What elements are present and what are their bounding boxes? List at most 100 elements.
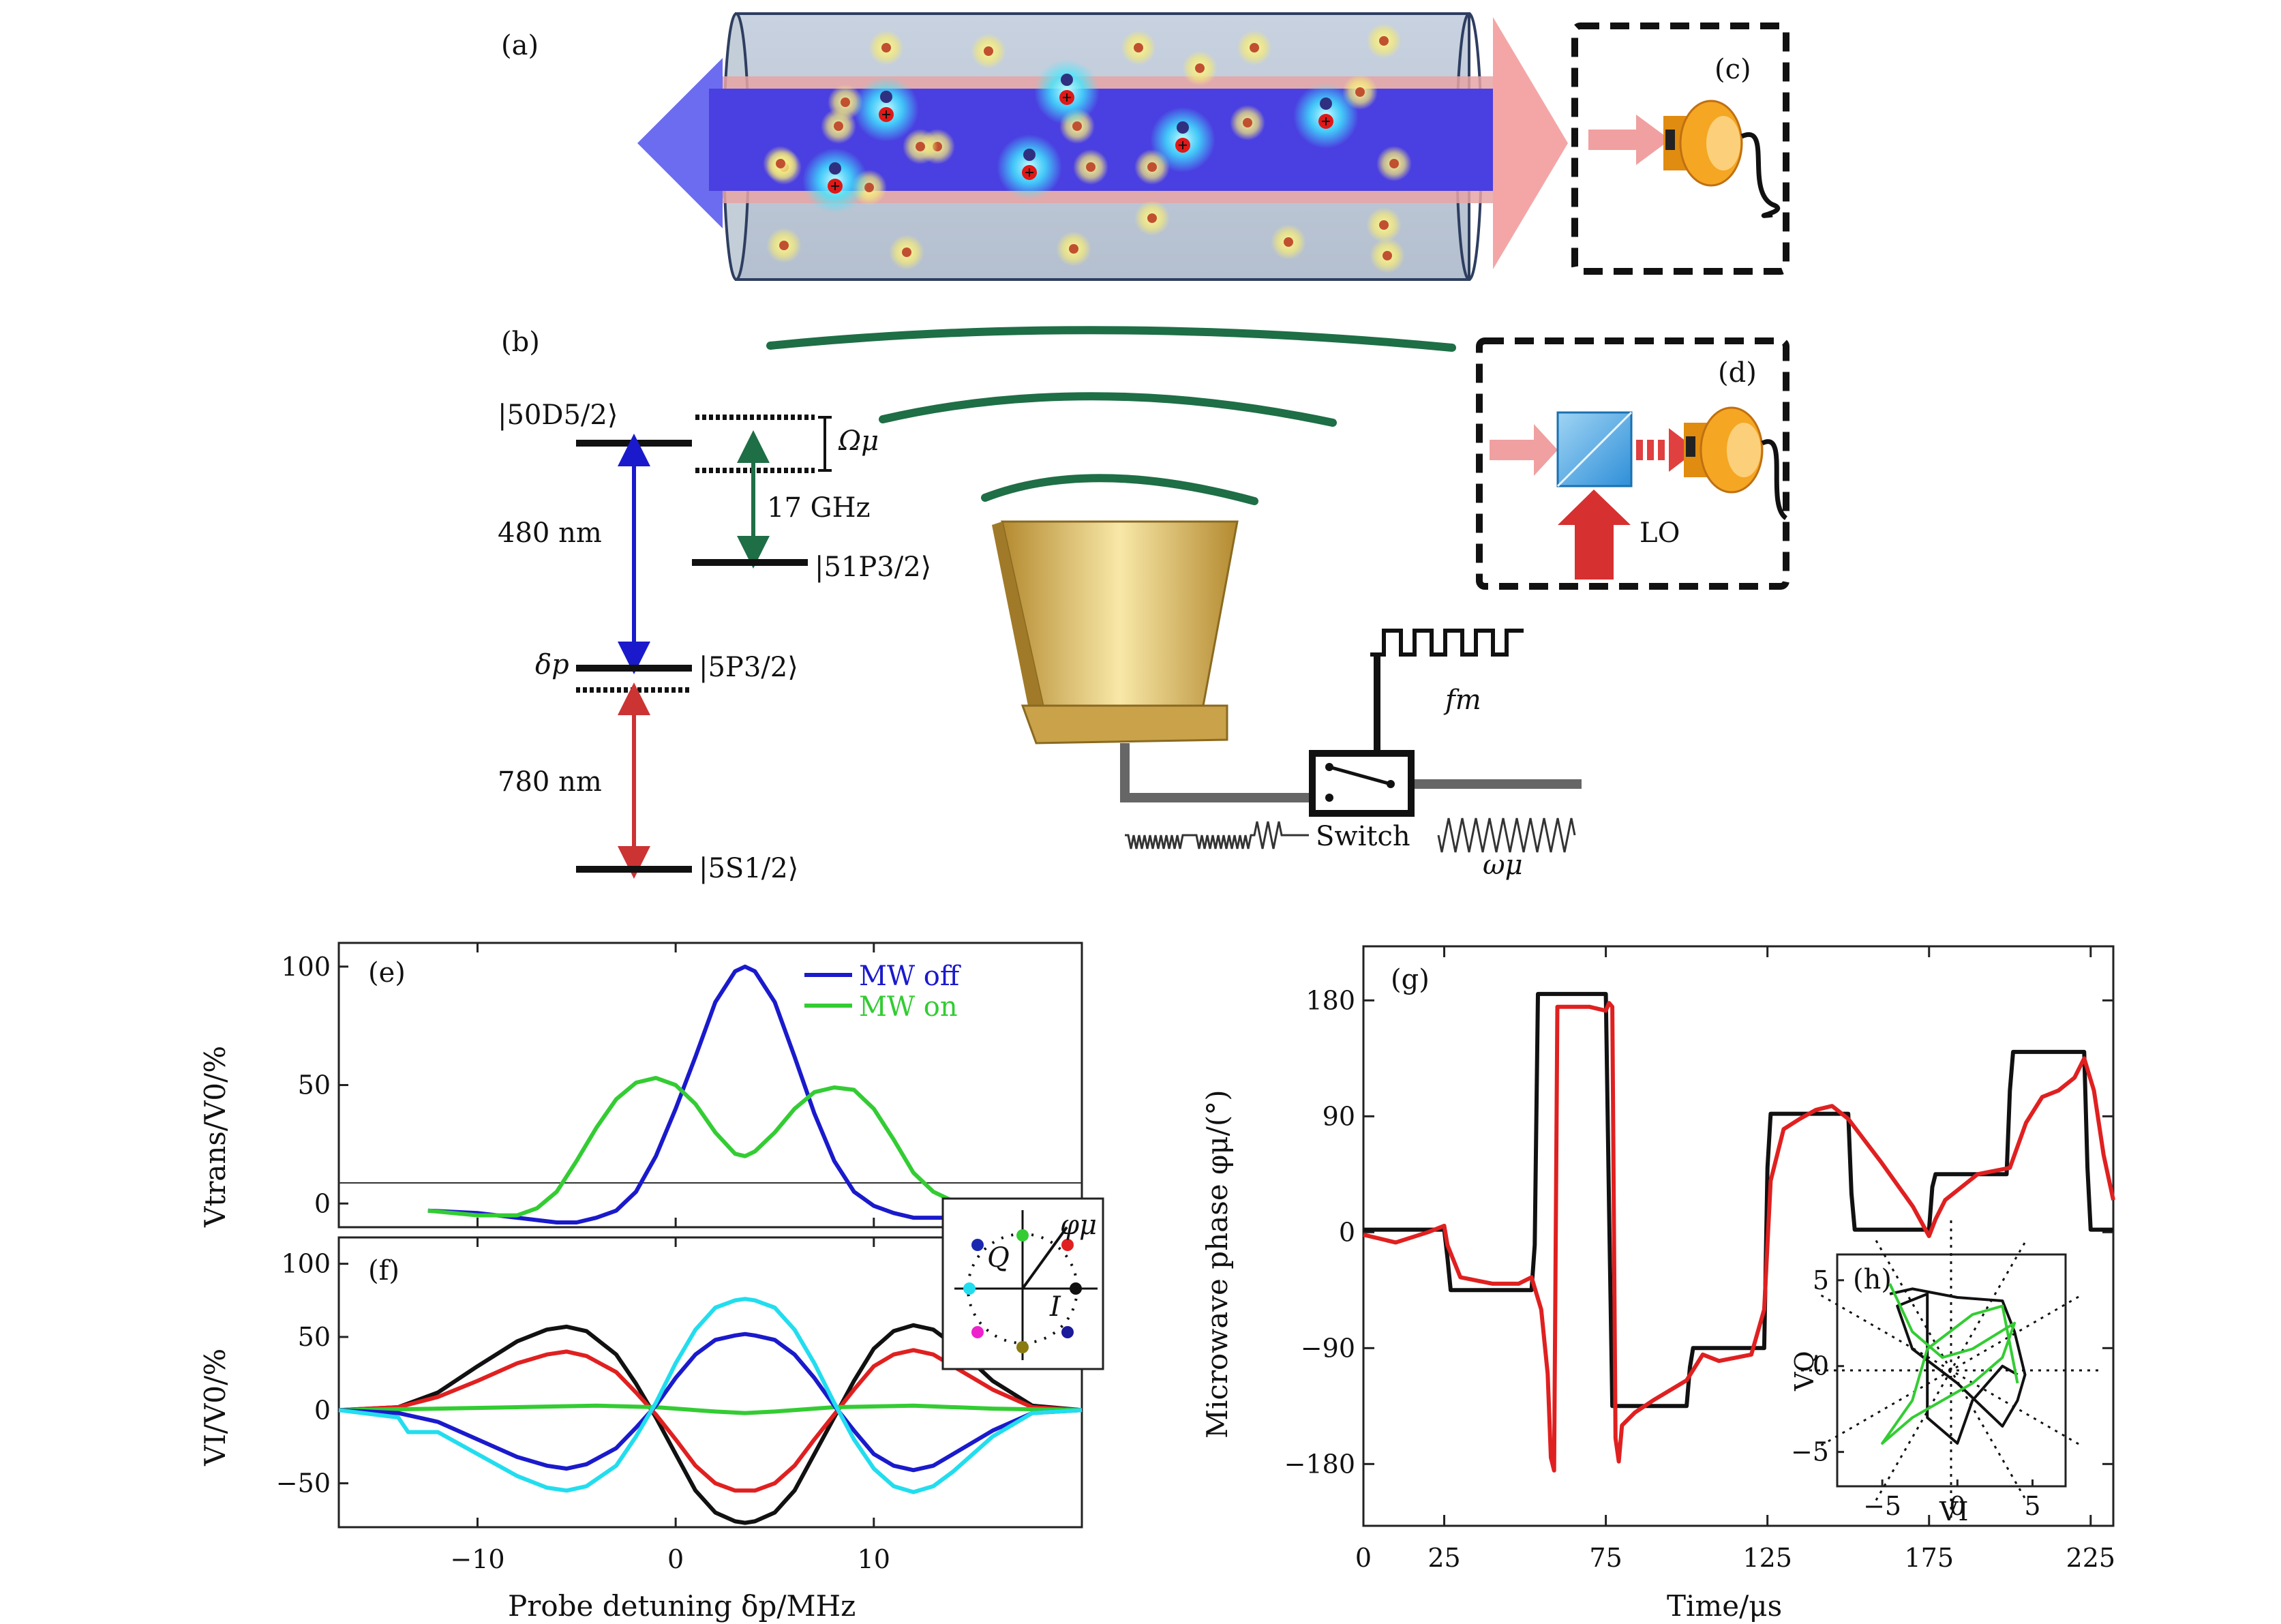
atom-icon	[1073, 149, 1108, 185]
x-tick-label: 5	[2024, 1491, 2040, 1521]
square-wave	[1370, 629, 1524, 657]
atom-icon	[1376, 146, 1412, 181]
chart-f-lines	[338, 1297, 1083, 1525]
atoms	[763, 23, 1412, 273]
x-tick-label: 125	[1742, 1543, 1792, 1573]
y-tick-label: 50	[298, 1322, 331, 1352]
series-line-2	[338, 1403, 1083, 1415]
panel-a-vapor-cell: (a) (c)	[501, 12, 1789, 281]
atom-icon	[1230, 105, 1265, 140]
chart-h-ylabel: VQ	[1789, 1351, 1819, 1392]
panel-label-d: (d)	[1718, 357, 1757, 389]
series-line-1	[1881, 1282, 2019, 1445]
ion-pair-icon	[1034, 59, 1100, 125]
nm-480-label: 480 nm	[498, 517, 602, 549]
y-tick-label: −50	[276, 1469, 331, 1499]
rydberg-ions	[802, 59, 1359, 213]
atom-icon	[1056, 231, 1091, 267]
ion-pair-icon	[997, 134, 1062, 200]
atom-icon	[889, 235, 924, 270]
chart-f-ylabel: VI/V0/%	[198, 1349, 232, 1467]
series-line-1	[1363, 1001, 2115, 1473]
atom-icon	[1134, 200, 1170, 236]
ion-pair-icon	[1150, 107, 1215, 172]
atom-icon	[763, 146, 798, 181]
series-line-0	[1889, 1287, 2027, 1445]
level-51P-label: |51P3/2⟩	[815, 552, 931, 583]
y-tick-label: 5	[1813, 1265, 1829, 1295]
y-tick-label: 0	[314, 1188, 331, 1218]
mw-wavefront-3	[981, 474, 1258, 505]
switch-circuit: fm Switch ωμ	[1120, 629, 1582, 881]
chart-e-frame	[337, 942, 1083, 1229]
chart-g: (g) −180 −90 0 90 180 0 25 75 125 175 225 Microwav…	[1200, 945, 2116, 1623]
legend-mw-off: MW off	[859, 961, 961, 992]
chart-g-ylabel: Microwave phase φμ/(°)	[1200, 1089, 1234, 1439]
beam-splitter-diagonal	[1556, 411, 1633, 487]
chart-h: (h) −5 0 5 −5 0 5 VQ VI	[1789, 1220, 2101, 1527]
y-tick-label: 0	[1813, 1351, 1829, 1381]
atom-icon	[1366, 23, 1402, 59]
ion-pair-icon	[1293, 83, 1359, 149]
level-5S-label: |5S1/2⟩	[699, 853, 798, 884]
photodetector-icon-d	[1684, 406, 1788, 520]
chart-g-lines	[1363, 991, 2115, 1473]
x-tick-label: 25	[1427, 1543, 1460, 1573]
x-tick-label: −5	[1863, 1491, 1901, 1521]
x-tick-label: −10	[450, 1544, 504, 1574]
omega-bracket	[818, 416, 832, 472]
series-line-4	[338, 1297, 1083, 1494]
panel-label-e: (e)	[368, 957, 406, 989]
series-line-0	[1363, 991, 2113, 1409]
chart-e: (e) 0 50 100 MW off MW on Vtrans/V0/%	[198, 942, 1083, 1229]
panel-c-box	[1571, 22, 1789, 275]
panel-label-a: (a)	[501, 30, 539, 61]
delta-p-label: δp	[535, 649, 569, 680]
switch-label: Switch	[1316, 821, 1410, 852]
y-tick-label: 100	[281, 1249, 331, 1279]
atom-icon	[903, 129, 938, 164]
mw-wavefront-2	[879, 392, 1337, 427]
atom-icon	[766, 228, 802, 263]
panel-label-f: (f)	[368, 1255, 399, 1287]
chart-f-frame	[337, 1236, 1083, 1529]
x-tick-label: 225	[2066, 1543, 2116, 1573]
y-tick-label: 0	[1339, 1217, 1355, 1247]
dashed-red-beam-arrow	[1636, 428, 1697, 472]
y-tick-label: 0	[314, 1395, 331, 1425]
x-tick-label: 0	[1949, 1491, 1965, 1521]
atom-icon	[1237, 30, 1272, 65]
chart-h-ticks: −5 0 5 −5 0 5	[1791, 1265, 2041, 1521]
chart-f: (f) −50 0 50 100 −10 0 10 Q I φμ VI/V0/% Probe…	[198, 1197, 1104, 1623]
atom-icon	[868, 30, 904, 65]
red-laser-arrow-right	[1493, 17, 1568, 269]
pulsed-rf-waveform	[1125, 821, 1309, 849]
y-tick-label: 90	[1323, 1101, 1355, 1131]
x-tick-label: 175	[1904, 1543, 1954, 1573]
chart-e-ylabel: Vtrans/V0/%	[198, 1046, 232, 1228]
panel-label-c: (c)	[1714, 54, 1751, 85]
panel-label-g: (g)	[1391, 964, 1430, 995]
chart-g-xlabel: Time/μs	[1667, 1589, 1782, 1623]
series-line-0	[338, 1323, 1083, 1525]
q-axis-label: Q	[987, 1242, 1010, 1274]
lo-label: LO	[1640, 517, 1680, 549]
panel-b-diagram: (b) |50D5/2⟩ Ωμ 17 GHz |51P3/2⟩ 480 nm |…	[498, 326, 1789, 884]
series-line-3	[338, 1332, 1083, 1473]
legend-mw-on: MW on	[859, 991, 958, 1023]
switch-box	[1309, 750, 1415, 817]
atom-icon	[1366, 207, 1402, 243]
nm-780-label: 780 nm	[498, 766, 602, 798]
mw-wavefront-1	[766, 326, 1456, 352]
chart-f-xlabel: Probe detuning δp/MHz	[508, 1589, 856, 1623]
atom-icon	[1370, 238, 1405, 273]
ion-pair-icon	[854, 76, 919, 142]
series-line-1	[427, 1076, 1043, 1218]
panel-label-b: (b)	[501, 327, 540, 358]
chart-h-guides	[1801, 1220, 2101, 1520]
y-tick-label: 50	[298, 1070, 331, 1100]
i-axis-label: I	[1049, 1291, 1061, 1323]
phi-mu-label: φμ	[1060, 1209, 1097, 1241]
chart-e-ticks: 0 50 100	[281, 943, 875, 1227]
horn-antenna-icon	[992, 520, 1239, 745]
